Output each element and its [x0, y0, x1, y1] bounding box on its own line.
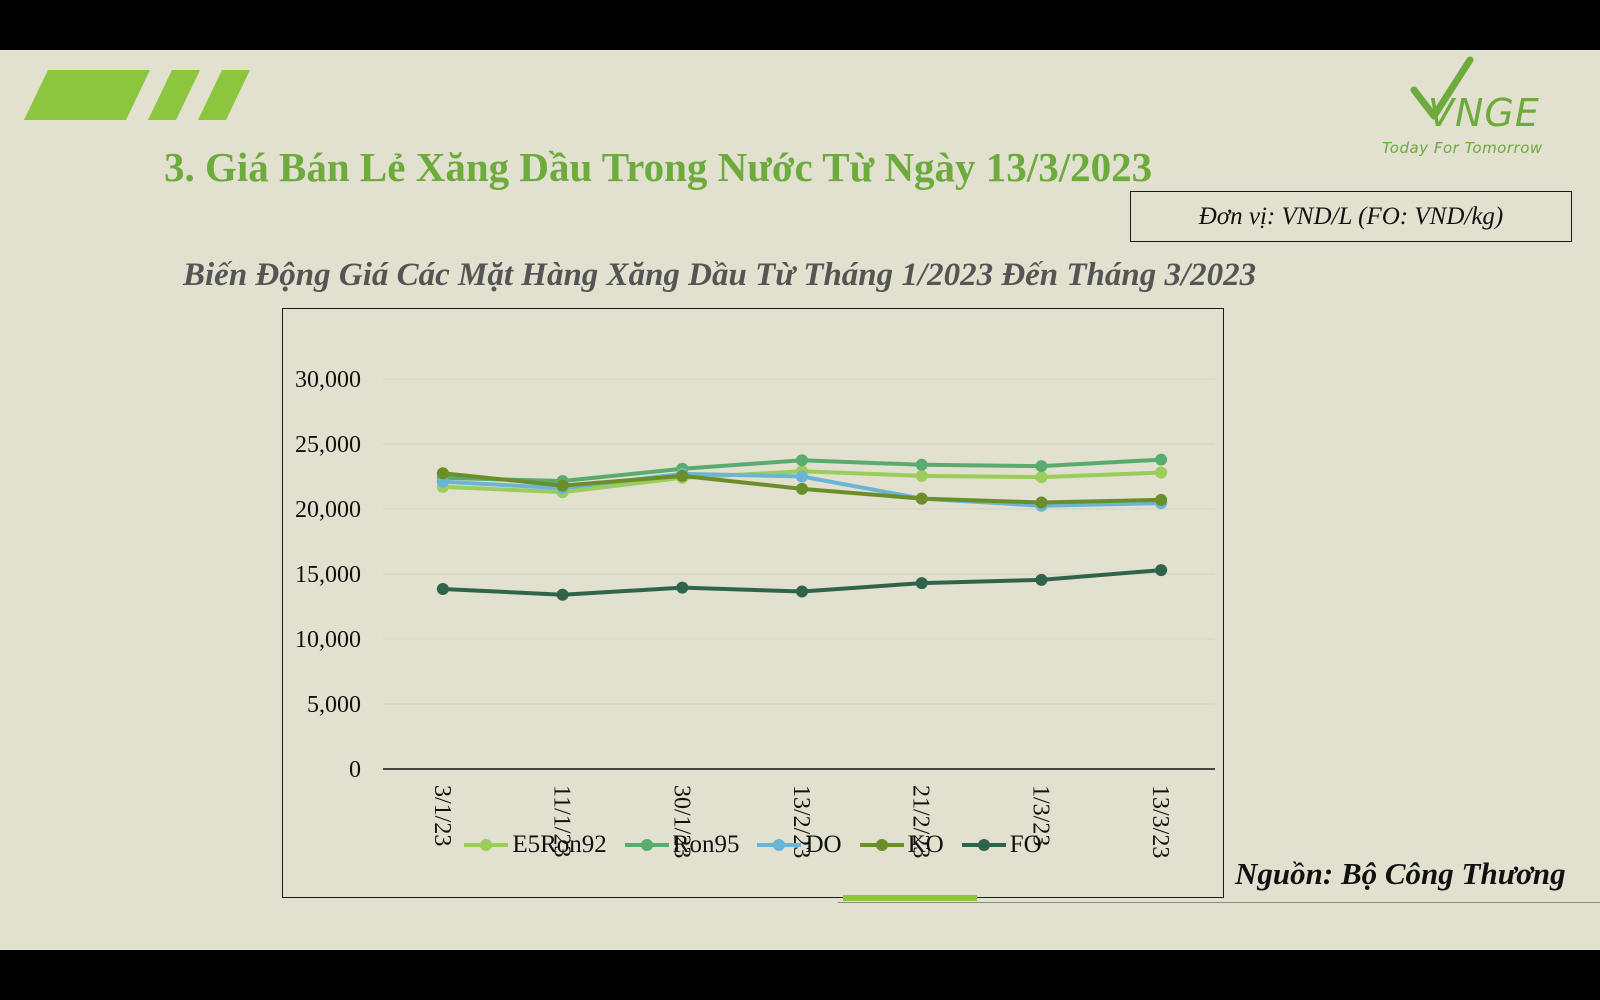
legend-swatch: [757, 839, 802, 851]
data-point-ron95: [1155, 453, 1168, 466]
data-point-ko: [436, 467, 449, 480]
legend-item-ron95: Ron95: [624, 831, 740, 859]
slide: VNGE Today For Tomorrow 3. Giá Bán Lẻ Xă…: [0, 50, 1600, 950]
legend-swatch: [961, 839, 1006, 851]
data-point-ko: [676, 469, 689, 482]
decorative-stripes: [24, 70, 250, 120]
data-point-fo: [796, 585, 808, 598]
data-point-do: [436, 475, 449, 488]
footer-line: [838, 902, 1600, 903]
unit-note: Đơn vị: VND/L (FO: VND/kg): [1130, 191, 1572, 242]
data-point-fo: [676, 581, 689, 594]
y-tick-label: 5,000: [307, 692, 361, 718]
legend-item-do: DO: [757, 831, 842, 859]
data-point-ko: [915, 492, 928, 505]
source-note: Nguồn: Bộ Công Thương: [1235, 856, 1566, 891]
data-point-ron95: [915, 458, 928, 471]
data-point-e5ron92: [1035, 471, 1048, 484]
logo-tagline: Today For Tomorrow: [1382, 139, 1543, 157]
legend-item-ko: KO: [859, 831, 944, 859]
y-tick-label: 10,000: [295, 627, 361, 653]
stripe-1: [24, 70, 150, 120]
data-point-e5ron92: [915, 469, 928, 482]
data-point-fo: [1155, 564, 1168, 577]
legend-label: Ron95: [672, 831, 740, 858]
data-point-fo: [436, 582, 449, 595]
vnge-logo: VNGE: [1410, 56, 1540, 135]
logo-text: VNGE: [1428, 91, 1540, 135]
legend-label: E5Ron92: [512, 831, 607, 858]
data-point-ko: [556, 479, 569, 492]
x-tick-label: 21/2/23: [908, 785, 934, 858]
legend-item-e5ron92: E5Ron92: [464, 831, 607, 859]
logo-check-mark: [1410, 56, 1474, 120]
data-point-ko: [1155, 493, 1168, 506]
y-tick-label: 0: [349, 757, 361, 783]
legend-swatch: [859, 839, 904, 851]
data-point-fo: [915, 577, 928, 590]
data-point-ron95: [796, 454, 808, 467]
line-chart: 0 5,000 10,000 15,000 20,000 25,000 30,000 3/1/…: [295, 367, 1215, 858]
stripe-2: [148, 70, 200, 120]
stripe-3: [198, 70, 250, 120]
legend-label: KO: [907, 831, 944, 858]
data-point-e5ron92: [1155, 466, 1168, 479]
chart-legend: E5Ron92 Ron95 DO KO FO: [283, 831, 1223, 859]
data-point-fo: [556, 588, 569, 601]
legend-item-fo: FO: [961, 831, 1042, 859]
data-point-do: [796, 470, 808, 483]
x-tick-label: 13/3/23: [1147, 785, 1173, 858]
x-tick-label: 3/1/23: [429, 785, 455, 846]
data-point-ko: [1035, 496, 1048, 509]
x-tick-label: 30/1/23: [668, 785, 694, 858]
legend-label: FO: [1009, 831, 1042, 858]
legend-swatch: [624, 839, 669, 851]
data-point-ko: [796, 482, 808, 495]
legend-label: DO: [805, 831, 842, 858]
y-tick-label: 30,000: [295, 367, 361, 393]
slide-title: 3. Giá Bán Lẻ Xăng Dầu Trong Nước Từ Ngà…: [164, 144, 1153, 190]
legend-swatch: [464, 839, 509, 851]
y-tick-label: 15,000: [295, 562, 361, 588]
chart-title: Biến Động Giá Các Mặt Hàng Xăng Dầu Từ T…: [183, 257, 1257, 293]
data-point-fo: [1035, 573, 1048, 586]
x-tick-label: 11/1/23: [549, 785, 575, 857]
x-tick-label: 1/3/23: [1027, 785, 1053, 846]
chart-container: 0 5,000 10,000 15,000 20,000 25,000 30,000 3/1/…: [282, 308, 1224, 898]
y-tick-label: 25,000: [295, 432, 361, 458]
data-point-ron95: [1035, 460, 1048, 473]
footer-accent-bar: [843, 895, 977, 901]
y-tick-label: 20,000: [295, 497, 361, 523]
